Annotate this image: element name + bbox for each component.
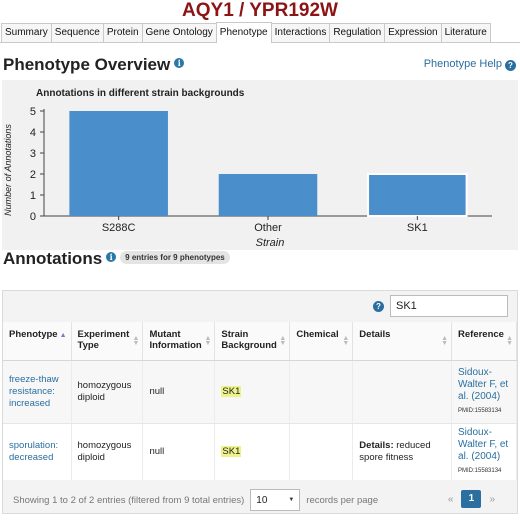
mutant-info-cell: null	[142, 360, 216, 424]
phenotype-help-link[interactable]: Phenotype Help?	[424, 58, 516, 71]
tab-bar: Summary Sequence Protein Gene Ontology P…	[0, 22, 520, 43]
column-header-reference[interactable]: Reference ▲ ▼	[451, 322, 517, 361]
column-header-mutant-information[interactable]: Mutant Information ▲ ▼	[142, 322, 216, 361]
table-footer: Showing 1 to 2 of 2 entries (filtered fr…	[3, 486, 517, 514]
annotations-heading: Annotations i 9 entries for 9 phenotypes	[3, 249, 230, 269]
tab-protein[interactable]: Protein	[102, 23, 143, 42]
tab-phenotype[interactable]: Phenotype	[215, 22, 272, 43]
strain-chart-svg: Annotations in different strain backgrou…	[3, 88, 492, 249]
tab-sequence[interactable]: Sequence	[50, 23, 104, 42]
tab-gene-ontology[interactable]: Gene Ontology	[141, 23, 217, 42]
sort-icon: ▲ ▼	[132, 335, 140, 347]
bar-other	[218, 174, 318, 216]
y-tick-label: 5	[30, 106, 36, 118]
experiment-type-cell: homozygous diploid	[71, 360, 144, 424]
search-input[interactable]	[390, 295, 508, 317]
table-row: sporulation: decreased homozygous diploi…	[3, 423, 517, 480]
y-tick-label: 3	[30, 148, 36, 160]
x-axis-label: Strain	[256, 237, 285, 249]
y-tick-label: 1	[30, 190, 36, 202]
info-icon[interactable]: i	[174, 58, 185, 68]
details-cell: Details: reduced spore fitness	[352, 423, 453, 480]
phenotype-help-label: Phenotype Help	[423, 58, 502, 70]
y-tick-label: 4	[30, 127, 36, 139]
y-axis-label: Number of Annotations	[3, 124, 13, 216]
sort-icon: ▲ ▼	[279, 335, 287, 347]
phenotype-overview-title: Phenotype Overview	[3, 55, 171, 74]
sort-icon: ▲ ▼	[342, 335, 350, 347]
strain-chart: Annotations in different strain backgrou…	[2, 80, 518, 250]
page-size-select[interactable]: 10 ▼	[250, 489, 301, 511]
column-header-chemical[interactable]: Chemical ▲ ▼	[289, 322, 354, 361]
strain-background-cell: SK1	[221, 385, 242, 397]
chemical-cell	[289, 423, 354, 480]
x-tick-label: S288C	[102, 222, 136, 234]
chart-title: Annotations in different strain backgrou…	[36, 88, 245, 99]
bar-sk1	[367, 173, 468, 217]
entries-badge: 9 entries for 9 phenotypes	[120, 251, 230, 264]
annotations-table: Phenotype ▲ Experiment Type ▲ ▼ Mutant Info…	[3, 322, 517, 480]
sort-icon: ▲ ▼	[204, 335, 212, 347]
x-tick-label: SK1	[407, 222, 428, 234]
reference-link[interactable]: Sidoux-Walter F, et al. (2004)	[458, 366, 509, 402]
y-tick-label: 2	[30, 169, 36, 181]
bar-s288c	[69, 111, 168, 216]
tab-regulation[interactable]: Regulation	[329, 23, 386, 42]
page-title: AQY1 / YPR192W	[182, 0, 338, 21]
column-header-details[interactable]: Details ▲ ▼	[352, 322, 453, 361]
sort-icon: ▲ ▼	[506, 335, 513, 347]
sort-icon: ▲ ▼	[441, 335, 449, 347]
tab-expression[interactable]: Expression	[384, 23, 442, 42]
info-icon[interactable]: i	[106, 252, 117, 262]
question-icon: ?	[505, 60, 516, 71]
pmid-text: PMID:15583134	[458, 407, 502, 414]
mutant-info-cell: null	[142, 423, 216, 480]
column-header-phenotype[interactable]: Phenotype ▲	[3, 322, 72, 361]
pagination: « 1 »	[440, 490, 503, 508]
question-icon[interactable]: ?	[373, 300, 384, 312]
search-wrap: ?	[373, 295, 508, 317]
annotations-title: Annotations	[3, 249, 103, 268]
column-header-experiment-type[interactable]: Experiment Type ▲ ▼	[71, 322, 144, 361]
y-tick-label: 0	[30, 211, 36, 223]
x-tick-label: Other	[254, 222, 282, 234]
phenotype-link[interactable]: freeze-thaw resistance: increased	[9, 373, 59, 409]
table-row: freeze-thaw resistance: increased homozy…	[3, 360, 517, 424]
sort-asc-icon: ▲	[59, 332, 67, 339]
current-page-button[interactable]: 1	[461, 490, 482, 508]
phenotype-link[interactable]: sporulation: decreased	[9, 439, 59, 463]
experiment-type-cell: homozygous diploid	[71, 423, 144, 480]
tab-interactions[interactable]: Interactions	[270, 23, 331, 42]
chemical-cell	[289, 360, 354, 424]
prev-page-button[interactable]: «	[447, 493, 454, 505]
pmid-text: PMID:15583134	[458, 467, 502, 474]
reference-link[interactable]: Sidoux-Walter F, et al. (2004)	[458, 426, 509, 462]
tab-literature[interactable]: Literature	[440, 23, 491, 42]
annotations-panel: ? Phenotype▲ Experiment Type▲▼ Mutant In…	[2, 290, 518, 514]
strain-background-cell: SK1	[221, 445, 242, 457]
details-cell	[352, 360, 453, 424]
per-page-label: records per page	[306, 494, 379, 506]
next-page-button[interactable]: »	[489, 493, 495, 505]
chevron-down-icon: ▼	[288, 497, 295, 503]
entries-info: Showing 1 to 2 of 2 entries (filtered fr…	[13, 494, 245, 506]
phenotype-overview-heading: Phenotype Overview i	[3, 55, 185, 75]
tab-summary[interactable]: Summary	[1, 23, 52, 42]
column-header-strain-background[interactable]: Strain Background ▲ ▼	[214, 322, 291, 361]
